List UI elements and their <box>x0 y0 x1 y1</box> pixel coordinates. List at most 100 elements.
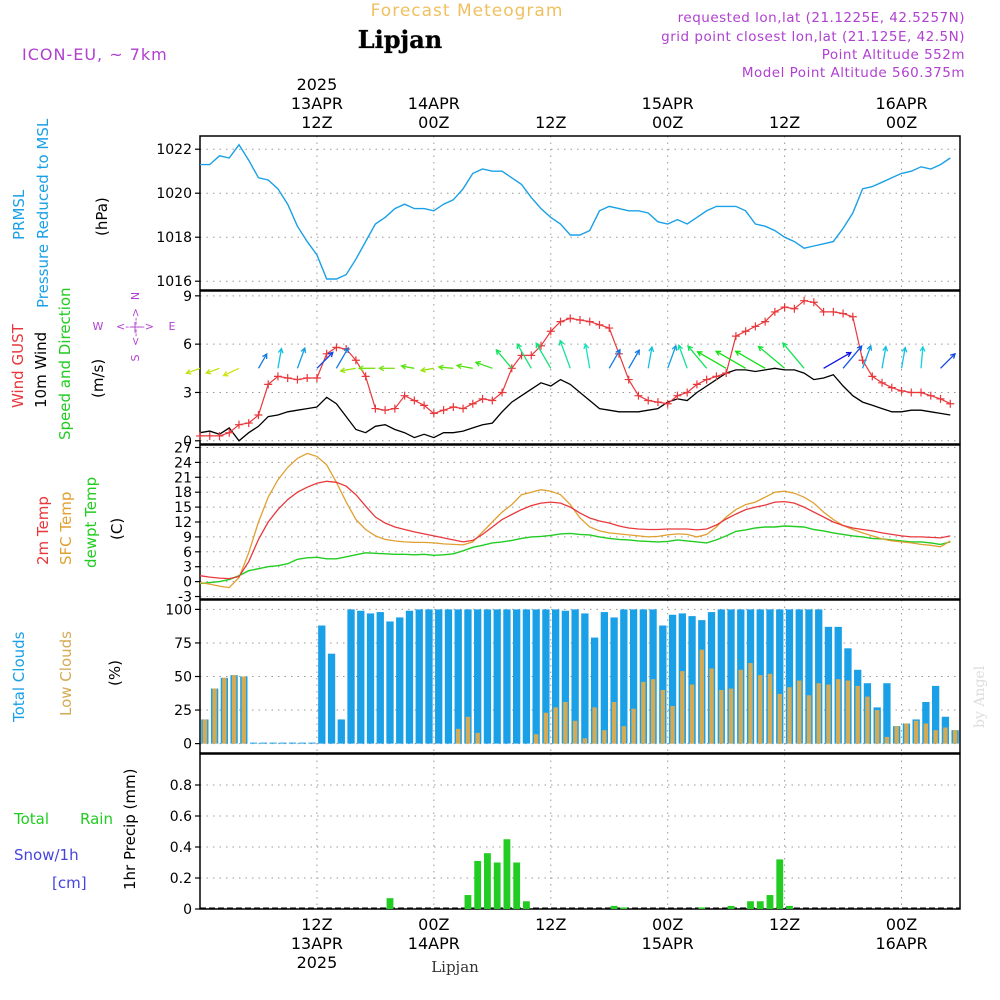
gust-point <box>790 304 799 313</box>
low-cloud-bar <box>894 726 899 744</box>
time-tick-label: 12Z <box>301 113 332 132</box>
gust-point <box>293 375 302 384</box>
wind-vector-head <box>671 344 678 351</box>
wind-vector <box>316 351 334 369</box>
low-cloud-bar <box>553 707 558 744</box>
ytick-label: 6 <box>183 545 192 561</box>
total-cloud-bar <box>396 617 404 744</box>
time-tick-label: 2025 <box>297 75 338 94</box>
gust-point <box>371 404 380 413</box>
total-cloud-bar <box>308 742 316 744</box>
gust-point <box>819 307 828 316</box>
wind-gust-line <box>200 300 951 437</box>
rain-bar <box>484 853 491 909</box>
compass-horizontal: <--|--> <box>116 320 154 333</box>
low-cloud-bar <box>202 719 208 744</box>
gust-point <box>361 372 370 381</box>
rain-bar <box>727 905 735 909</box>
total-cloud-bar <box>659 625 667 744</box>
compass-s: S <box>129 354 142 361</box>
wind-vector <box>223 367 240 377</box>
gust-point <box>917 388 926 397</box>
gust-point <box>751 322 760 331</box>
total-cloud-bar <box>288 742 297 744</box>
gust-point <box>887 383 896 392</box>
gust-point <box>907 388 916 397</box>
gust-point <box>741 327 750 336</box>
low-cloud-bar <box>845 680 851 744</box>
time-tick-label: 00Z <box>886 113 917 132</box>
wind-vector-head <box>715 350 722 356</box>
pressure-unit-label: (hPa) <box>93 197 111 236</box>
compass-n: N <box>129 292 142 300</box>
pressure-msl-label: Pressure Reduced to MSL <box>34 118 52 308</box>
wind-vector-head <box>950 352 956 359</box>
ytick-label: 3 <box>183 385 192 401</box>
ytick-label: 0 <box>183 902 192 918</box>
gust-point <box>878 378 887 387</box>
gust-point <box>332 343 341 352</box>
total-cloud-bar <box>464 609 472 744</box>
time-tick-label: 00Z <box>418 113 449 132</box>
panel-frame <box>199 135 961 291</box>
time-tick-label: 14APR <box>408 94 460 113</box>
total-cloud-bar <box>639 609 647 744</box>
rain-bar <box>620 907 628 909</box>
total-cloud-bar <box>542 609 550 744</box>
precip-rain-label: Rain <box>80 810 113 828</box>
total-cloud-bar <box>883 683 891 744</box>
wind-vector <box>920 346 924 369</box>
wind-vector <box>296 347 306 369</box>
low-cloud-bar <box>533 734 539 744</box>
gust-point <box>264 380 273 389</box>
gust-point <box>400 391 409 400</box>
time-tick-label: 00Z <box>652 113 683 132</box>
wind-speed-line <box>199 367 951 442</box>
total-cloud-bar <box>815 609 823 744</box>
total-cloud-bar <box>629 609 638 744</box>
wind-vector-head <box>856 345 863 352</box>
wind-vector <box>735 350 766 369</box>
ytick-label: 21 <box>174 470 192 486</box>
dewpt-line <box>199 525 951 585</box>
wind-vector <box>206 367 220 374</box>
wind-vector <box>559 340 571 369</box>
low-cloud-bar <box>631 708 636 744</box>
total-cloud-bar <box>405 610 414 744</box>
gust-point <box>254 411 263 420</box>
gust-point <box>215 431 224 440</box>
wind-speed-dir-label: Speed and Direction <box>56 287 74 440</box>
pressure-labels: PRMSL Pressure Reduced to MSL (hPa) <box>10 118 111 308</box>
low-cloud-bar <box>933 730 938 744</box>
rain-bar <box>503 839 511 909</box>
low-cloud-bar <box>874 710 880 744</box>
gust-point <box>653 398 662 407</box>
low-cloud-bar <box>884 736 890 744</box>
time-tick-label: 12Z <box>535 113 566 132</box>
location-title: Lipjan <box>358 25 442 54</box>
ytick-label: 1018 <box>156 230 192 246</box>
wind-vector-head <box>343 346 349 353</box>
time-tick-label: 13APR <box>291 934 343 953</box>
wind-vector <box>186 367 201 374</box>
wind-vector-head <box>583 342 590 350</box>
wind-vector-head <box>400 363 407 370</box>
low-cloud-bar <box>699 649 704 744</box>
wind-vector-head <box>845 351 853 358</box>
compass-rose: W E <--|--> <--|--> N S <box>93 292 176 362</box>
low-cloud-bar <box>777 693 782 744</box>
total-cloud-bar <box>347 609 355 744</box>
wind-vector <box>697 351 727 369</box>
ytick-label: 9 <box>183 530 192 546</box>
gust-point <box>488 396 497 405</box>
low-cloud-bar <box>689 684 695 744</box>
total-cloud-bar <box>493 609 501 744</box>
precip-total-label: Total <box>13 810 49 828</box>
sfc-temp-line <box>199 452 951 589</box>
time-tick-label: 12Z <box>535 915 566 934</box>
ytick-label: -3 <box>178 590 192 606</box>
temperature-labels: 2m Temp SFC Temp dewpt Temp (C) <box>34 477 126 568</box>
low-cloud-bar <box>758 675 763 744</box>
gust-point <box>595 320 604 329</box>
